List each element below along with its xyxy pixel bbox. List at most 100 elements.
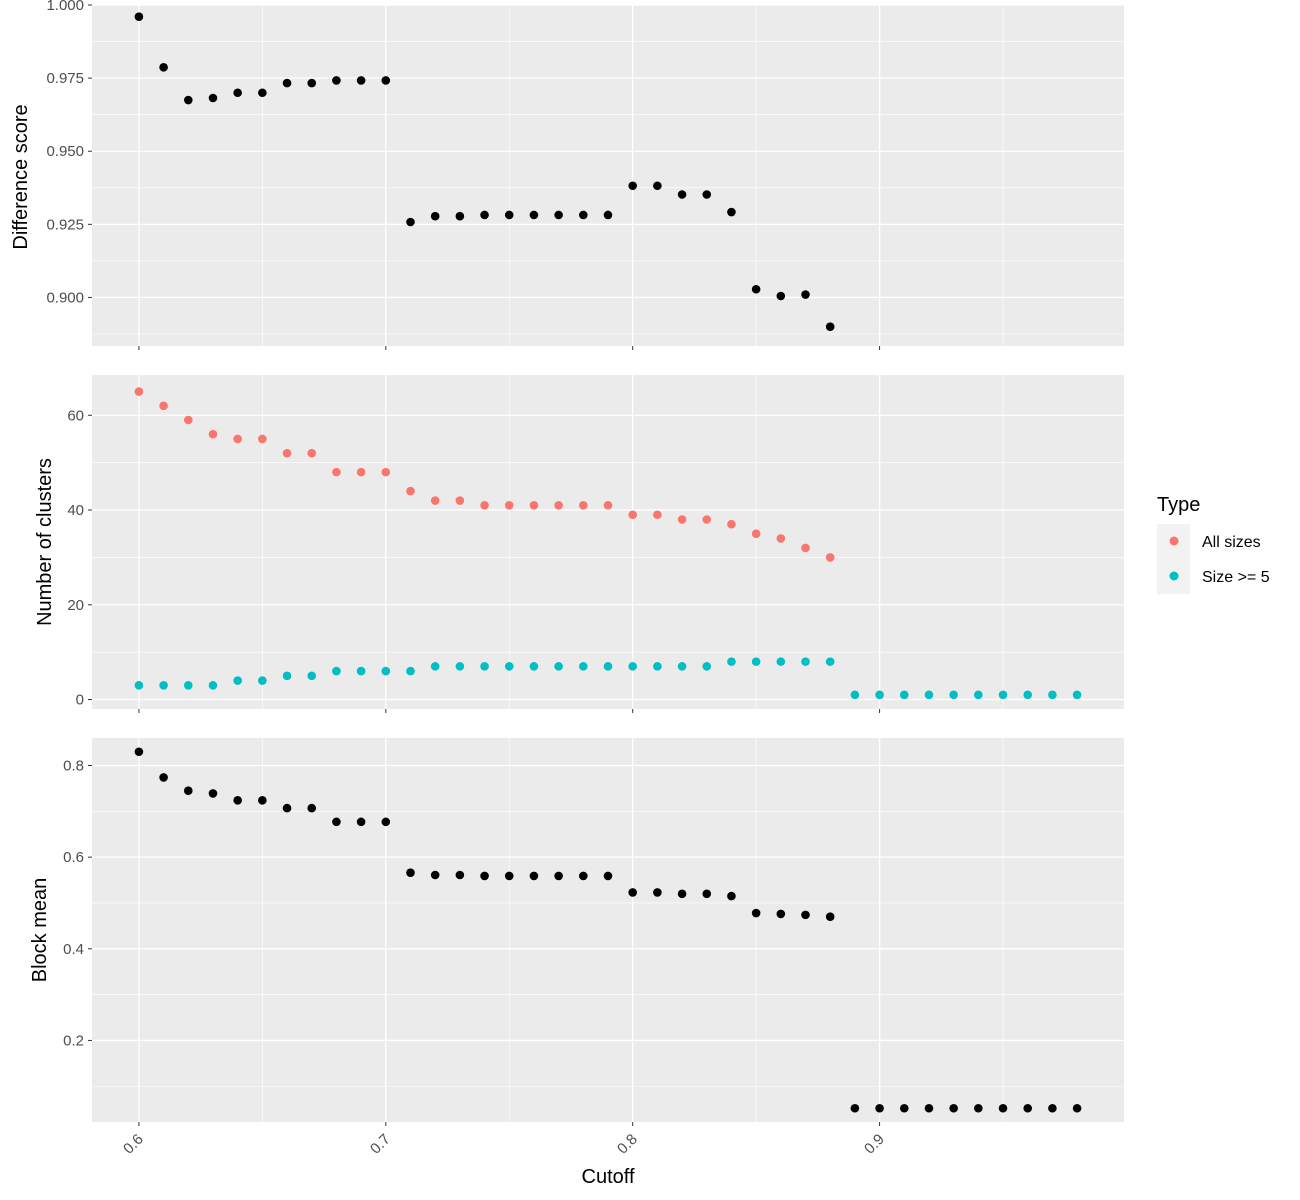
data-point <box>850 1103 860 1113</box>
data-point <box>677 662 687 671</box>
data-points <box>134 747 1082 1113</box>
data-point <box>332 666 341 676</box>
y-tick-label: 20 <box>67 597 84 614</box>
data-point <box>183 786 193 795</box>
data-point <box>381 76 391 85</box>
data-point <box>628 510 637 520</box>
y-tick-label: 0 <box>76 692 84 709</box>
data-point <box>455 211 465 221</box>
legend: Type All sizes Size >= 5 <box>1157 494 1270 594</box>
data-point <box>751 284 761 294</box>
data-point <box>801 657 810 666</box>
data-point <box>356 817 366 827</box>
data-point <box>282 803 292 813</box>
y-tick-label: 0.6 <box>63 849 84 866</box>
data-point <box>554 210 563 220</box>
data-point <box>529 662 539 671</box>
x-tick-label: 0.7 <box>367 1131 394 1158</box>
data-point <box>406 666 415 676</box>
data-point <box>430 870 440 880</box>
data-point <box>998 1103 1008 1113</box>
data-point <box>282 78 292 88</box>
data-point <box>406 486 415 496</box>
data-point <box>998 690 1008 700</box>
data-point <box>183 95 193 105</box>
data-point <box>702 662 712 671</box>
panel-number-of-clusters: 0 20 40 60 <box>67 375 1124 713</box>
data-point <box>208 429 218 439</box>
data-point <box>356 467 366 477</box>
data-point <box>702 515 712 524</box>
data-point <box>233 88 242 98</box>
data-point <box>406 868 415 878</box>
data-point <box>159 401 168 411</box>
y-axis-title-block-mean: Block mean <box>29 878 51 983</box>
grid-lines <box>92 4 1124 346</box>
data-point <box>949 1103 958 1113</box>
data-points <box>134 12 835 332</box>
data-point <box>430 496 440 505</box>
data-point <box>134 747 144 757</box>
data-point <box>899 1103 909 1113</box>
data-point <box>529 500 539 510</box>
x-axis-title: Cutoff <box>582 1166 635 1188</box>
data-point <box>504 871 514 881</box>
legend-key-size-ge-5 <box>1169 571 1179 581</box>
x-axis-ticks <box>138 1122 881 1126</box>
data-point <box>727 519 736 529</box>
data-point <box>480 210 489 220</box>
data-point <box>455 662 465 671</box>
data-point <box>776 909 786 919</box>
x-tick-label: 0.6 <box>120 1131 147 1158</box>
data-point <box>332 817 341 827</box>
data-point <box>1072 1103 1082 1113</box>
x-tick-labels: 0.6 0.7 0.8 0.9 <box>120 1131 888 1158</box>
data-point <box>554 871 563 881</box>
data-point <box>307 78 317 88</box>
data-point <box>332 467 341 477</box>
data-point <box>381 467 391 477</box>
data-point <box>603 500 613 510</box>
data-point <box>776 534 786 543</box>
data-point <box>628 662 637 671</box>
data-point <box>554 500 563 510</box>
data-point <box>529 871 539 881</box>
y-tick-label: 0.975 <box>46 70 84 87</box>
data-point <box>1048 690 1057 700</box>
y-axis-title-number-of-clusters: Number of clusters <box>34 458 56 626</box>
y-tick-label: 0.925 <box>46 216 84 233</box>
x-axis-ticks <box>138 346 881 350</box>
data-point <box>825 322 835 332</box>
data-point <box>653 181 662 191</box>
data-point <box>258 796 267 805</box>
data-point <box>974 690 983 700</box>
data-point <box>801 290 810 299</box>
y-tick-label: 0.8 <box>63 757 84 774</box>
grid-lines <box>92 375 1124 709</box>
data-point <box>159 681 168 690</box>
data-point <box>579 500 588 510</box>
data-point <box>579 871 588 881</box>
data-point <box>875 1103 884 1113</box>
data-point <box>381 666 391 676</box>
data-point <box>381 817 391 827</box>
data-point <box>825 912 835 922</box>
data-point <box>455 870 465 880</box>
data-point <box>974 1103 983 1113</box>
data-point <box>653 510 662 520</box>
data-point <box>307 803 317 813</box>
data-point <box>1023 1103 1033 1113</box>
data-point <box>924 1103 934 1113</box>
data-point <box>554 662 563 671</box>
y-tick-label: 0.4 <box>63 941 84 958</box>
data-point <box>430 211 440 221</box>
data-point <box>875 690 884 700</box>
data-point <box>356 666 366 676</box>
data-point <box>899 690 909 700</box>
data-point <box>356 76 366 85</box>
data-point <box>134 387 144 396</box>
data-point <box>850 690 860 700</box>
data-point <box>677 190 687 199</box>
data-point <box>455 496 465 505</box>
